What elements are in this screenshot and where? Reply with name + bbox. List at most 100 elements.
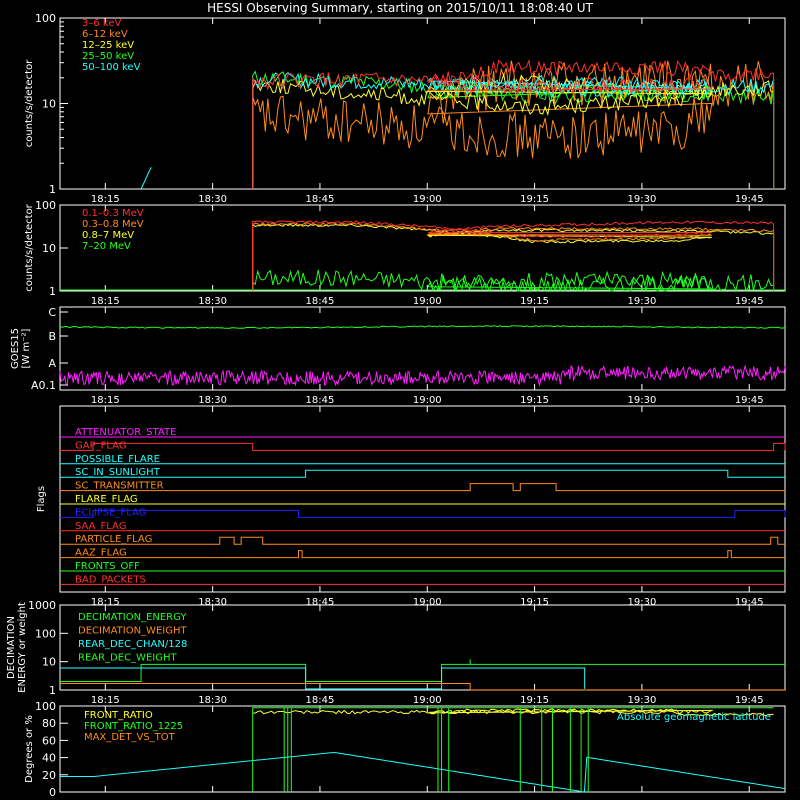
mev-series-line [252, 222, 775, 291]
dec-frame [59, 604, 786, 691]
dec-legend-item: DECIMATION_ENERGY [78, 612, 187, 623]
flag-label: SC_TRANSMITTER [75, 481, 164, 492]
time-tick-label: 18:15 [91, 695, 120, 706]
plot-title: HESSI Observing Summary, starting on 201… [207, 1, 593, 15]
time-tick-label: 19:30 [627, 395, 656, 406]
dec-legend-item: REAR_DEC_CHAN/128 [78, 639, 187, 650]
goes-ytick-label: A [48, 357, 56, 370]
time-tick-label: 18:15 [91, 194, 120, 205]
front-ratio-1225-line [252, 707, 774, 792]
time-tick-label: 18:45 [306, 194, 335, 205]
time-tick-label: 19:15 [520, 395, 549, 406]
mev-series-line [252, 269, 775, 293]
mev-legend-item: 0.1–0.3 MeV [82, 208, 144, 219]
time-tick-label: 18:30 [198, 695, 227, 706]
time-tick-label: 19:15 [520, 194, 549, 205]
dec-ylabel: DECIMATION [6, 616, 17, 679]
energy-series-line [252, 60, 775, 189]
mev-legend-item: 7–20 MeV [82, 241, 131, 252]
mev-ylabel: counts/s/detector [24, 203, 35, 291]
energy-series-line [252, 72, 775, 189]
time-tick-label: 18:30 [198, 194, 227, 205]
time-tick-label: 19:15 [520, 695, 549, 706]
energy-ytick-label: 100 [35, 12, 56, 25]
mev-legend-item: 0.8–7 MeV [82, 230, 134, 241]
time-tick-label: 19:45 [735, 395, 764, 406]
front-ratio-line [252, 708, 774, 717]
energy-series-line [252, 58, 775, 189]
mev-ytick-label: 1 [49, 285, 56, 298]
time-tick-label: 19:00 [413, 296, 442, 307]
flag-line [60, 483, 785, 492]
energy-legend-item: 12–25 keV [82, 40, 134, 51]
ratio-frame [59, 705, 786, 793]
ratio-ytick-label: 0 [49, 786, 56, 799]
time-tick-label: 19:15 [520, 296, 549, 307]
dec-ylabel-2: ENERGY or weight [17, 602, 28, 693]
time-tick-label: 19:00 [413, 395, 442, 406]
energy-frame [59, 17, 786, 190]
dec-legend-item: REAR_DEC_WEIGHT [78, 653, 177, 664]
ratio-ytick-label: 80 [42, 717, 56, 730]
dec-ytick-label: 1 [49, 684, 56, 697]
flag-line [60, 442, 786, 451]
energy-ytick-label: 1 [49, 183, 56, 196]
ratio-ytick-label: 100 [35, 700, 56, 713]
ratio-ytick-label: 40 [42, 752, 56, 765]
flag-label: AAZ_FLAG [75, 548, 127, 559]
time-tick-label: 19:45 [735, 695, 764, 706]
dec-rear-line [60, 667, 586, 690]
flag-label: FLARE_FLAG [75, 494, 138, 505]
time-tick-label: 19:30 [627, 695, 656, 706]
energy-legend-item: 25–50 keV [82, 51, 134, 62]
goes-long-line [59, 325, 786, 329]
time-tick-label: 19:45 [735, 597, 764, 608]
flag-label: PARTICLE_FLAG [75, 534, 152, 545]
goes-ylabel: GOES15 [10, 328, 21, 369]
flag-line [60, 550, 785, 559]
goes-ylabel-units: [W m⁻²] [21, 328, 32, 368]
flag-line [60, 536, 785, 545]
ratio-ytick-label: 20 [42, 769, 56, 782]
latitude-line [60, 752, 786, 793]
goes-short-line [59, 364, 786, 387]
goes-ytick-label: A0.1 [31, 379, 56, 392]
mev-ytick-label: 10 [42, 242, 56, 255]
flags-frame [59, 405, 786, 593]
dec-weight-line [60, 682, 785, 691]
ratio-ylabel: Degrees or % [24, 715, 35, 783]
flag-label: POSSIBLE_FLARE [75, 454, 160, 465]
flag-label: BAD_PACKETS [75, 574, 146, 585]
flag-line [60, 509, 786, 518]
mev-ytick-label: 100 [35, 199, 56, 212]
energy-legend-item: 3–6 keV [82, 18, 121, 29]
time-tick-label: 18:45 [306, 296, 335, 307]
dec-ytick-label: 100 [35, 627, 56, 640]
flag-line [60, 469, 785, 478]
energy-legend-item: 50–100 keV [82, 62, 141, 73]
flag-label: SC_IN_SUNLIGHT [75, 467, 161, 478]
ratio-ytick-label: 60 [42, 734, 56, 747]
flag-label: FRONTS_OFF [75, 561, 140, 572]
time-tick-label: 18:45 [306, 597, 335, 608]
energy-legend-item: 6–12 keV [82, 29, 128, 40]
time-tick-label: 19:30 [627, 296, 656, 307]
time-tick-label: 18:15 [91, 296, 120, 307]
goes-ytick-label: C [48, 306, 56, 319]
time-tick-label: 18:30 [198, 395, 227, 406]
mev-frame [59, 204, 786, 292]
mev-series-line [252, 220, 775, 291]
ratio-legend-item: MAX_DET_VS_TOT [84, 732, 176, 743]
time-tick-label: 18:45 [306, 395, 335, 406]
energy-ylabel: counts/s/detector [24, 59, 35, 147]
time-tick-label: 19:30 [627, 597, 656, 608]
time-tick-label: 19:00 [413, 597, 442, 608]
dec-ytick-label: 1000 [28, 599, 56, 612]
dec-legend-item: DECIMATION_WEIGHT [78, 626, 187, 637]
time-tick-label: 18:15 [91, 597, 120, 608]
goes-ytick-label: B [48, 330, 56, 343]
energy-rise-segment [140, 166, 152, 190]
time-tick-label: 18:30 [198, 296, 227, 307]
dec-ytick-label: 10 [42, 656, 56, 669]
